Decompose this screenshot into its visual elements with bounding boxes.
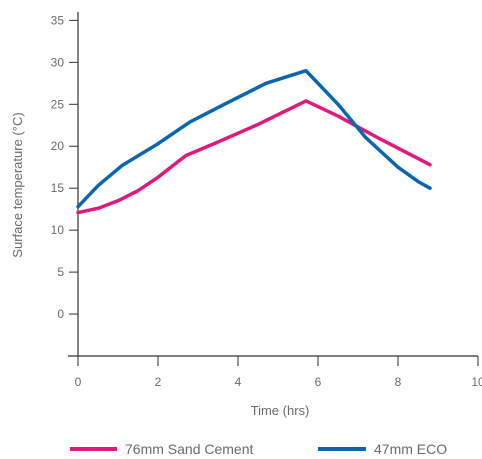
series-line-1 xyxy=(76,68,432,209)
x-tick-label-8: 8 xyxy=(395,375,402,389)
y-tick-label-5: 5 xyxy=(57,265,64,279)
y-tick-label-20: 20 xyxy=(51,139,65,153)
x-tick-label-0: 0 xyxy=(75,375,82,389)
legend: 76mm Sand Cement 47mm ECO xyxy=(70,441,447,457)
x-tick-label-2: 2 xyxy=(155,375,162,389)
x-tick-label-6: 6 xyxy=(315,375,322,389)
y-tick-label-15: 15 xyxy=(51,181,65,195)
legend-label-series-0: 76mm Sand Cement xyxy=(125,441,254,457)
y-axis-title: Surface temperature (°C) xyxy=(10,112,25,257)
y-tick-label-0: 0 xyxy=(57,307,64,321)
legend-label-series-1: 47mm ECO xyxy=(374,441,447,457)
x-tick-label-10: 10 xyxy=(471,375,482,389)
series-layer xyxy=(76,68,432,215)
x-axis-title: Time (hrs) xyxy=(251,403,310,418)
series-line-0 xyxy=(76,99,432,215)
x-axis: 0 2 4 6 8 10 xyxy=(68,355,482,389)
y-tick-label-30: 30 xyxy=(51,55,65,69)
y-tick-label-10: 10 xyxy=(51,223,65,237)
y-tick-label-35: 35 xyxy=(51,13,65,27)
y-axis: 0 5 10 15 20 25 30 35 xyxy=(51,12,79,356)
y-tick-label-25: 25 xyxy=(51,97,65,111)
x-tick-label-4: 4 xyxy=(235,375,242,389)
